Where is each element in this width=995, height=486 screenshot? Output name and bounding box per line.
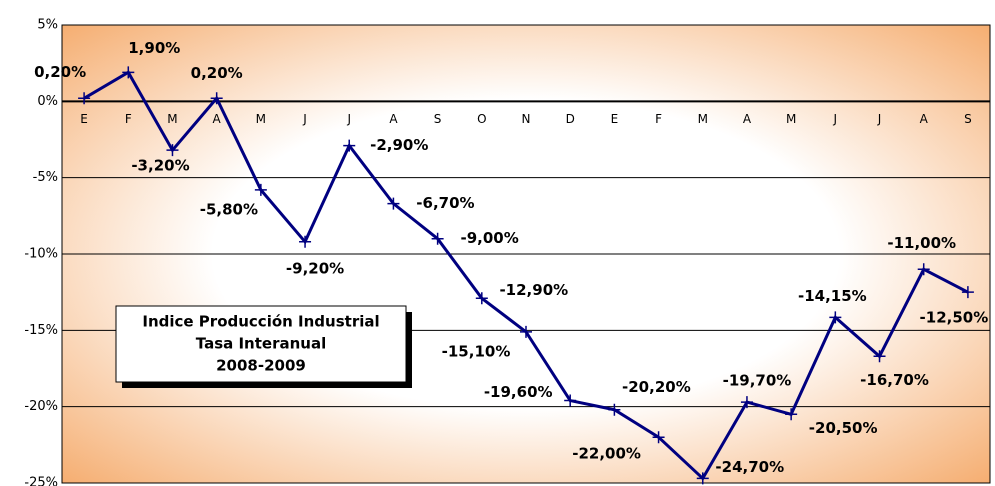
marker — [78, 92, 91, 105]
marker — [475, 292, 488, 305]
x-tick-label: M — [167, 112, 177, 126]
marker — [652, 431, 665, 444]
marker — [520, 325, 532, 338]
data-label: -5,80% — [200, 200, 258, 218]
data-label: -6,70% — [416, 194, 474, 212]
marker — [829, 311, 842, 324]
marker — [122, 66, 135, 79]
x-tick-label: S — [434, 112, 442, 126]
x-tick-label: J — [877, 112, 882, 126]
x-tick-label: M — [786, 112, 796, 126]
data-label: -20,20% — [622, 378, 691, 396]
marker — [343, 139, 356, 152]
data-label: -24,70% — [715, 458, 784, 476]
x-tick-label: M — [698, 112, 708, 126]
x-tick-label: M — [256, 112, 266, 126]
y-tick-label: 0% — [37, 94, 58, 109]
marker — [564, 394, 577, 407]
x-tick-label: N — [522, 112, 531, 126]
marker — [696, 472, 709, 485]
data-label: -11,00% — [887, 234, 956, 252]
y-tick-label: -25% — [24, 476, 58, 486]
chart-title: 2008-2009 — [216, 357, 306, 375]
x-tick-label: J — [346, 112, 351, 126]
x-tick-label: E — [611, 112, 619, 126]
data-label: 1,90% — [128, 39, 180, 57]
data-label: -9,00% — [460, 229, 518, 247]
x-tick-label: A — [213, 112, 222, 126]
y-tick-label: -5% — [33, 170, 58, 185]
marker — [299, 235, 312, 248]
data-label: -9,20% — [286, 259, 344, 277]
x-tick-label: F — [655, 112, 662, 126]
chart-title: Tasa Interanual — [196, 335, 326, 353]
x-tick-label: A — [743, 112, 752, 126]
marker — [785, 408, 798, 421]
data-label: -22,00% — [572, 445, 641, 463]
data-label: -16,70% — [860, 371, 929, 389]
x-tick-label: O — [477, 112, 486, 126]
marker — [608, 403, 621, 416]
data-label: -2,90% — [370, 136, 428, 154]
data-label: -3,20% — [131, 157, 189, 175]
data-label: -12,50% — [920, 309, 989, 327]
data-label: 0,20% — [34, 63, 86, 81]
x-tick-label: E — [80, 112, 88, 126]
data-label: -14,15% — [798, 287, 867, 305]
title-box — [115, 305, 412, 388]
x-tick-label: A — [920, 112, 929, 126]
marker — [740, 396, 753, 409]
y-tick-label: 5% — [37, 18, 58, 33]
x-tick-label: D — [566, 112, 575, 126]
data-label: -15,10% — [442, 342, 511, 360]
marker — [254, 183, 267, 196]
x-tick-label: S — [964, 112, 972, 126]
data-label: -12,90% — [499, 281, 568, 299]
marker — [917, 263, 930, 276]
x-tick-label: J — [833, 112, 838, 126]
marker — [210, 92, 223, 105]
y-tick-label: -20% — [24, 399, 58, 414]
marker — [387, 197, 400, 210]
marker — [431, 232, 444, 245]
marker — [166, 144, 179, 157]
data-label: -19,60% — [484, 383, 553, 401]
x-tick-label: J — [302, 112, 307, 126]
marker — [961, 286, 974, 299]
y-tick-label: -15% — [24, 323, 58, 338]
x-tick-label: F — [125, 112, 132, 126]
x-tick-label: A — [389, 112, 398, 126]
marker — [873, 350, 886, 363]
data-label: -20,50% — [809, 419, 878, 437]
data-label: 0,20% — [191, 64, 243, 82]
chart-title: Indice Producción Industrial — [142, 313, 379, 331]
y-tick-label: -10% — [24, 247, 58, 262]
data-label: -19,70% — [723, 372, 792, 390]
